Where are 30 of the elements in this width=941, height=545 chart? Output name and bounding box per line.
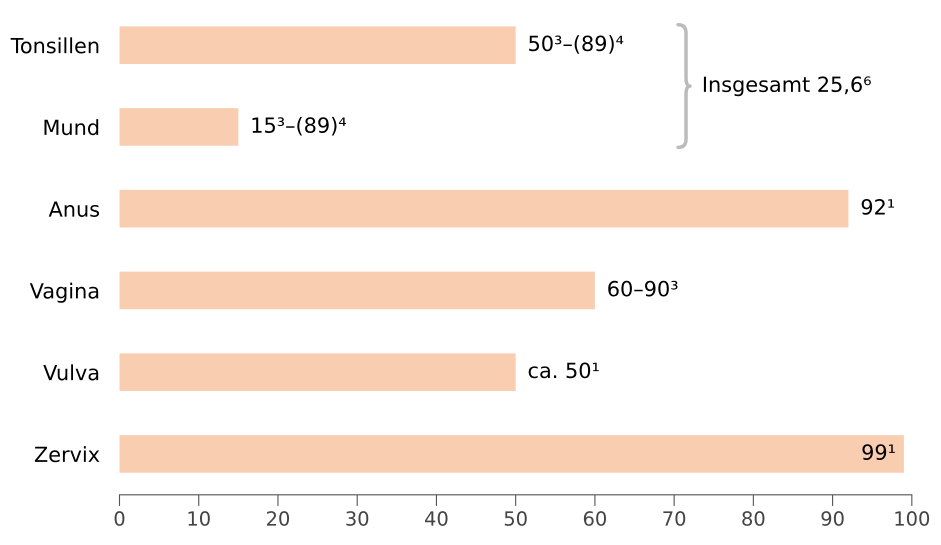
y-tick-label: Anus [48, 201, 100, 217]
bar [120, 272, 595, 310]
data-label: 92¹ [862, 199, 894, 215]
bar [120, 435, 904, 473]
y-tick-label: Vagina [30, 282, 98, 303]
x-tick-label: 80 [742, 511, 764, 526]
y-tick-label: Mund [44, 119, 98, 136]
x-tick-label: 70 [663, 511, 686, 526]
data-label: 15³–(89)⁴ [252, 116, 346, 136]
x-tick-label: 0 [114, 511, 124, 526]
bar [120, 108, 238, 146]
bar [120, 190, 848, 228]
x-tick-label: 90 [821, 511, 844, 526]
bar [120, 353, 516, 392]
annotation: Insgesamt 25,6⁶ [704, 76, 871, 96]
y-tick-label: Tonsillen [10, 37, 98, 54]
x-tick-label: 100 [895, 511, 930, 526]
x-tick-label: 10 [188, 511, 210, 526]
bar [120, 26, 516, 64]
x-tick-label: 20 [267, 511, 290, 526]
data-label: ca. 50¹ [528, 362, 599, 378]
y-tick-label: Zervix [34, 446, 100, 462]
y-tick-label: Vulva [43, 364, 98, 380]
data-label: 60–90³ [608, 280, 678, 297]
x-tick-label: 30 [346, 511, 368, 526]
x-tick-label: 60 [584, 511, 606, 526]
x-tick-label: 40 [425, 511, 448, 526]
data-label: 99¹ [862, 444, 895, 460]
data-label: 50³–(89)⁴ [529, 35, 624, 54]
x-tick-label: 50 [504, 511, 527, 526]
